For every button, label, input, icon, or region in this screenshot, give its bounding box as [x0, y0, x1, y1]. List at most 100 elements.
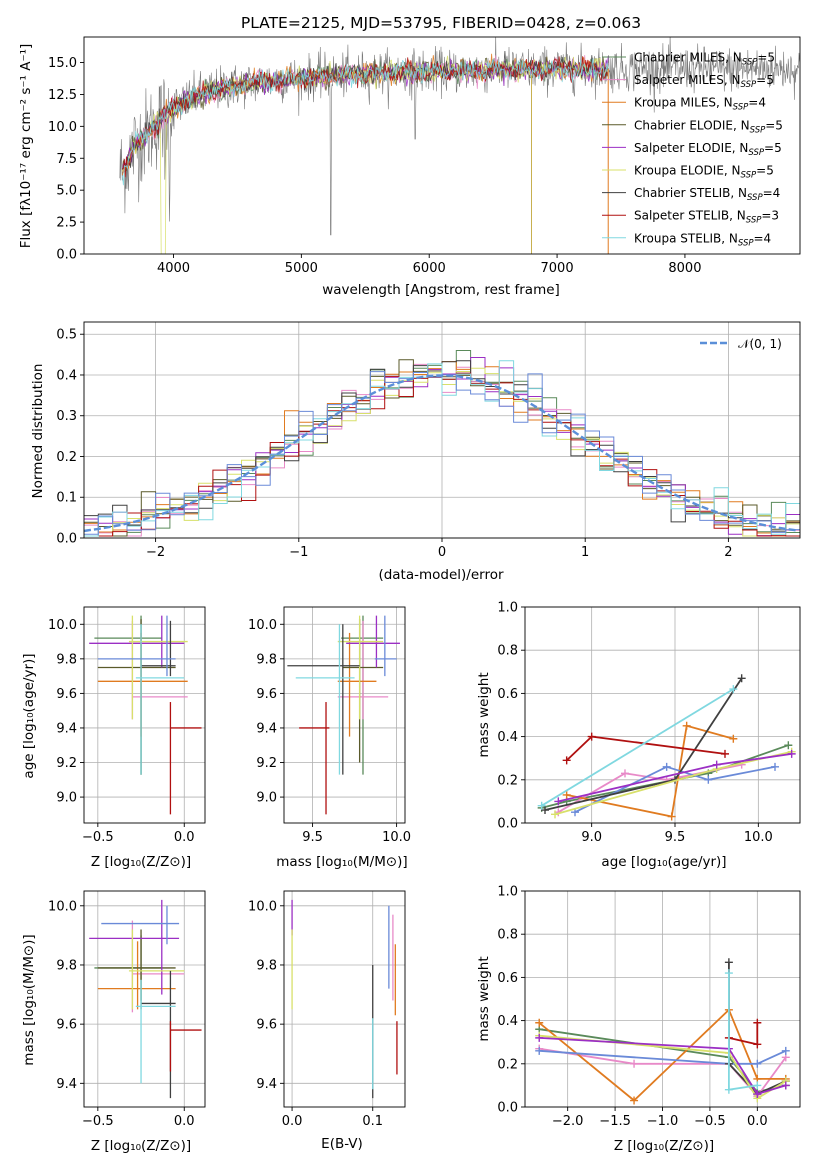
- weight-marker: [587, 732, 596, 741]
- mass-vs-z-ylabel: mass [log₁₀(M/M⊙)]: [21, 934, 37, 1065]
- x-tick-label: 1: [581, 545, 589, 560]
- x-tick-label: −0.5: [82, 830, 114, 845]
- y-tick-label: 9.6: [256, 687, 277, 702]
- age-vs-z-panel: −0.5 0.0 9.0 9.2 9.4 9.6 9.8 10.0 Z [log₁₀(Z/Z⊙…: [21, 606, 206, 870]
- data-layer: [89, 899, 202, 1099]
- y-tick-label: 9.4: [56, 1077, 77, 1092]
- y-tick-label: 9.8: [256, 958, 277, 973]
- weight-vs-z-panel: −2.0 −1.5 −1.0 −0.5 0.0 0.0 0.2 0.4 0.6 0.8 1.0 Z …: [476, 885, 801, 1154]
- spectrum-ylabel: Flux [fλ10⁻¹⁷ erg cm⁻² s⁻¹ A⁻¹]: [18, 44, 34, 249]
- weight-marker: [537, 801, 546, 810]
- axes-frame: [83, 606, 206, 824]
- grid-lines: [84, 891, 205, 1107]
- x-tick-label: −2: [146, 545, 165, 560]
- y-tick-label: 9.6: [56, 1018, 77, 1033]
- grid-lines: [525, 890, 800, 1108]
- weight-marker: [753, 1040, 762, 1049]
- weight-line-8: [541, 688, 734, 807]
- y-tick-label: 0.1: [56, 491, 77, 506]
- weight-marker: [704, 775, 713, 784]
- y-tick-label: 9.6: [256, 1018, 277, 1033]
- mass-vs-z-panel: −0.5 0.0 9.4 9.6 9.8 10.0 Z [log₁₀(Z/Z⊙)] mas…: [21, 890, 206, 1154]
- x-tick-label: 6000: [413, 261, 446, 276]
- weight-line-3: [574, 765, 776, 814]
- spectrum-panel: PLATE=2125, MJD=53795, FIBERID=0428, z=0…: [18, 14, 801, 298]
- x-tick-label: 0.0: [282, 1114, 303, 1129]
- x-tick-label: 2: [724, 545, 732, 560]
- x-tick-label: 0.1: [362, 1114, 383, 1129]
- weight-vs-age-xlabel: age [log₁₀(age/yr)]: [601, 854, 726, 870]
- y-tick-label: 0.6: [497, 971, 518, 986]
- weight-marker: [784, 741, 793, 750]
- x-tick-label: −0.5: [82, 1114, 114, 1129]
- axes-frame: [524, 890, 801, 1108]
- y-tick-label: 0.0: [497, 1101, 518, 1116]
- y-tick-label: 10.0: [248, 618, 277, 633]
- y-tick-label: 0.6: [497, 687, 518, 702]
- weight-marker: [771, 762, 779, 771]
- y-tick-label: 9.4: [56, 721, 77, 736]
- weight-marker: [753, 1090, 762, 1099]
- x-tick-label: 0.0: [174, 830, 195, 845]
- histogram-step-8: [84, 360, 800, 537]
- weight-marker: [562, 790, 571, 799]
- legend-label: Salpeter MILES, NSSP=5: [634, 73, 774, 90]
- x-tick-label: −1.0: [647, 1114, 679, 1129]
- y-tick-label: 0.5: [56, 328, 77, 343]
- spectrum-xlabel: wavelength [Angstrom, rest frame]: [322, 282, 560, 298]
- y-tick-label: 0.0: [56, 532, 77, 547]
- grid-lines: [284, 891, 405, 1107]
- y-tick-label: 9.0: [256, 791, 277, 806]
- y-tick-label: 0.4: [497, 1014, 518, 1029]
- weight-marker: [753, 1059, 762, 1068]
- weight-marker: [753, 1018, 762, 1027]
- x-tick-label: 0.0: [747, 1114, 768, 1129]
- y-tick-label: 1.0: [497, 601, 518, 616]
- x-tick-label: −1.5: [599, 1114, 631, 1129]
- x-tick-label: 9.5: [302, 830, 323, 845]
- weight-line-5: [728, 1022, 759, 1046]
- weight-vs-age-ylabel: mass weight: [476, 672, 492, 757]
- x-tick-label: 0: [438, 545, 446, 560]
- y-tick-label: 0.8: [497, 928, 518, 943]
- spectrum-title: PLATE=2125, MJD=53795, FIBERID=0428, z=0…: [241, 14, 641, 32]
- weight-vs-age-panel: 9.0 9.5 10.0 0.0 0.2 0.4 0.6 0.8 1.0 age [log₁₀(…: [476, 601, 801, 870]
- normal-curve: [84, 374, 798, 533]
- weight-marker: [682, 721, 691, 730]
- weight-marker: [724, 1085, 733, 1094]
- mass-vs-ebv-panel: 0.0 0.1 9.4 9.6 9.8 10.0 E(B-V): [248, 890, 406, 1152]
- weight-vs-z-ylabel: mass weight: [476, 956, 492, 1041]
- weight-marker: [630, 1096, 639, 1105]
- data-layer: [119, 37, 800, 254]
- data-layer: [89, 615, 202, 815]
- weight-marker: [621, 769, 629, 778]
- legend-label: Kroupa ELODIE, NSSP=5: [634, 164, 774, 181]
- x-tick-label: 5000: [285, 261, 318, 276]
- age-vs-z-xlabel: Z [log₁₀(Z/Z⊙)]: [91, 854, 191, 870]
- weight-vs-age-plot-area: 9.0 9.5 10.0 0.0 0.2 0.4 0.6 0.8 1.0: [497, 601, 801, 845]
- weight-marker: [724, 958, 733, 967]
- legend-label: Kroupa MILES, NSSP=4: [634, 96, 766, 113]
- mass-vs-z-xlabel: Z [log₁₀(Z/Z⊙)]: [91, 1138, 191, 1154]
- weight-marker: [712, 760, 721, 769]
- y-tick-label: 9.8: [56, 652, 77, 667]
- residuals-xlabel: (data-model)/error: [378, 567, 504, 583]
- weight-marker: [667, 812, 676, 821]
- y-tick-label: 0.0: [56, 248, 77, 263]
- x-tick-label: 7000: [541, 261, 574, 276]
- weight-marker: [781, 1046, 790, 1055]
- age-vs-z-plot-area: −0.5 0.0 9.0 9.2 9.4 9.6 9.8 10.0: [48, 606, 206, 845]
- weight-line-7: [539, 1037, 787, 1096]
- y-tick-label: 10.0: [48, 120, 77, 135]
- legend-label: Salpeter ELODIE, NSSP=5: [634, 141, 782, 158]
- y-tick-label: 9.2: [56, 756, 77, 771]
- y-tick-label: 9.8: [56, 958, 77, 973]
- y-tick-label: 1.0: [497, 885, 518, 900]
- y-tick-label: 0.4: [497, 730, 518, 745]
- legend-label-normal: 𝒩(0, 1): [738, 337, 782, 351]
- x-tick-label: −1: [289, 545, 308, 560]
- age-vs-z-ylabel: age [log₁₀(age/yr)]: [21, 653, 37, 778]
- residuals-panel: −2 −1 0 1 2 0.0 0.1 0.2 0.3 0.4 0.5 𝒩(0, 1) (data-m…: [30, 321, 801, 583]
- x-tick-label: 8000: [668, 261, 701, 276]
- weight-marker: [562, 756, 571, 765]
